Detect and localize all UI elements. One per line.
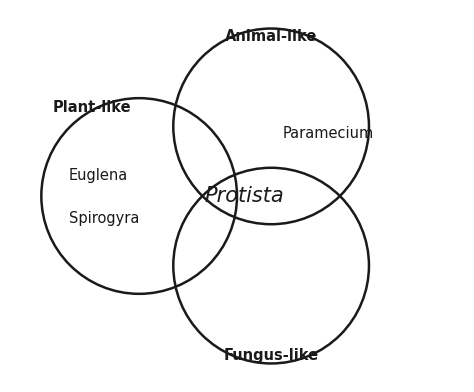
Text: Spirogyra: Spirogyra bbox=[69, 211, 139, 226]
Text: Euglena: Euglena bbox=[69, 168, 128, 183]
Text: Paramecium: Paramecium bbox=[283, 126, 374, 142]
Text: Plant-like: Plant-like bbox=[53, 100, 131, 115]
Text: Fungus-like: Fungus-like bbox=[224, 348, 319, 363]
Text: Animal-like: Animal-like bbox=[225, 29, 317, 44]
Text: Protista: Protista bbox=[204, 186, 283, 206]
